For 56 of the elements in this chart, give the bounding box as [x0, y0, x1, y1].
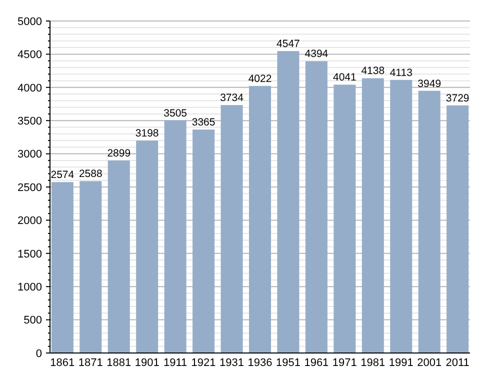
data-label: 2588 [78, 168, 102, 180]
y-tick-label: 2500 [18, 182, 42, 194]
bar [277, 51, 300, 353]
y-tick-label: 0 [36, 348, 42, 360]
data-label: 3198 [135, 128, 159, 140]
x-tick-label: 1861 [50, 357, 75, 369]
data-label: 3729 [446, 92, 470, 104]
y-tick-label: 3500 [18, 115, 42, 128]
data-label: 3505 [164, 107, 188, 120]
x-tick-label: 1921 [191, 357, 216, 369]
data-label: 3734 [220, 92, 244, 104]
y-tick-label: 1500 [18, 248, 42, 260]
bar [164, 120, 186, 353]
bar [248, 86, 272, 353]
bar [446, 105, 469, 353]
x-tick-label: 1931 [220, 357, 244, 369]
data-label: 4394 [304, 48, 328, 60]
data-label: 4547 [276, 38, 300, 50]
data-label: 4041 [333, 72, 357, 84]
y-tick-label: 5000 [18, 16, 42, 28]
y-tick-label: 1000 [18, 281, 42, 294]
data-label: 4022 [248, 72, 272, 85]
x-tick-label: 1901 [134, 357, 160, 369]
x-tick-label: 1981 [360, 357, 386, 369]
data-label: 3365 [192, 116, 216, 129]
data-label: 4113 [390, 66, 413, 79]
x-tick-label: 1951 [276, 357, 300, 369]
x-tick-label: 1936 [248, 357, 272, 369]
x-tick-label: 1961 [304, 357, 329, 369]
bar [305, 61, 328, 353]
bar [192, 130, 215, 353]
y-tick-label: 4500 [18, 49, 42, 62]
y-tick-label: 2000 [18, 215, 42, 228]
bar [334, 84, 356, 353]
x-tick-label: 2011 [446, 357, 470, 369]
bar [136, 140, 158, 353]
bar [80, 181, 102, 353]
y-tick-label: 3000 [18, 148, 42, 161]
x-tick-label: 2001 [417, 357, 442, 369]
data-label: 2574 [50, 169, 74, 182]
data-label: 3949 [418, 78, 442, 90]
bar [220, 105, 243, 353]
x-tick-label: 1881 [106, 357, 132, 369]
data-label: 4138 [361, 65, 385, 78]
bar [362, 78, 384, 353]
data-label: 2899 [107, 148, 131, 160]
bar [51, 182, 74, 353]
bar [418, 90, 440, 353]
x-tick-label: 1911 [163, 357, 188, 369]
x-tick-label: 1971 [332, 357, 357, 369]
bar [108, 160, 130, 353]
y-tick-label: 500 [24, 314, 42, 327]
x-tick-label: 1991 [388, 357, 414, 369]
bar [390, 80, 412, 353]
x-tick-label: 1871 [78, 357, 103, 369]
y-tick-label: 4000 [18, 82, 42, 94]
